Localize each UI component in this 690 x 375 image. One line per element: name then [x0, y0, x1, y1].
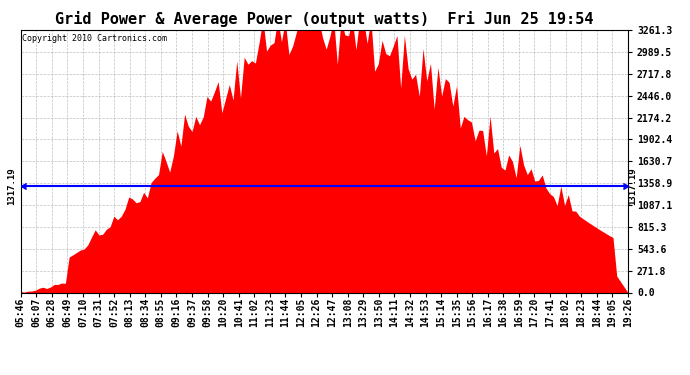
Text: 1317.19: 1317.19: [628, 168, 637, 205]
Text: Copyright 2010 Cartronics.com: Copyright 2010 Cartronics.com: [22, 34, 167, 43]
Text: Grid Power & Average Power (output watts)  Fri Jun 25 19:54: Grid Power & Average Power (output watts…: [55, 11, 593, 27]
Text: 1317.19: 1317.19: [7, 168, 16, 205]
